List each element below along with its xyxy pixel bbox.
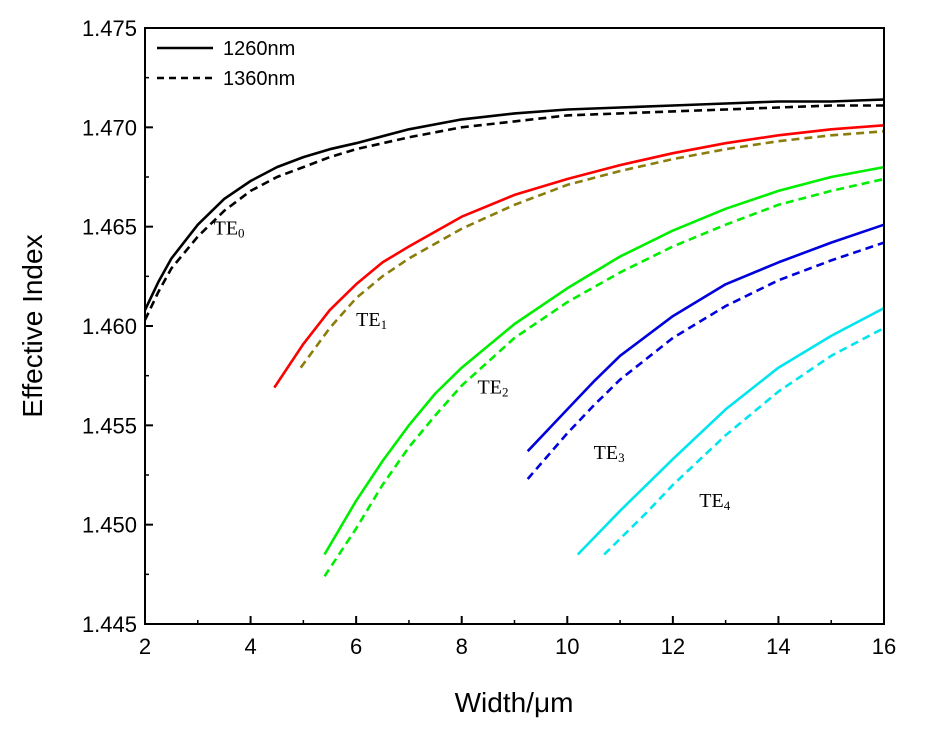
series-te1-1260nm [273,124,885,389]
x-tick-label: 2 [139,634,151,659]
legend-label-1360: 1360nm [223,68,295,90]
legend: 1260nm 1360nm [157,38,295,90]
x-tick-label: 8 [456,634,468,659]
x-tick-label: 12 [661,634,685,659]
y-axis-title: Effective Index [17,234,48,417]
series-layer [143,98,885,578]
series-te4-1360nm [603,326,885,556]
y-tick-label: 1.445 [82,612,137,637]
series-te2-1360nm [323,177,885,578]
x-tick-label: 16 [872,634,896,659]
y-tick-label: 1.455 [82,413,137,438]
plot-frame [144,27,885,625]
mode-label-te0: TE0 [214,218,245,241]
mode-label-te4: TE4 [699,490,730,513]
series-te3-1360nm [526,241,885,480]
legend-label-1260: 1260nm [223,38,295,60]
mode-label-te2: TE2 [478,377,509,400]
series-te2-1260nm [323,165,885,556]
x-tick-label: 4 [244,634,256,659]
mode-label-te3: TE3 [594,442,625,465]
x-tick-label: 6 [350,634,362,659]
y-tick-label: 1.450 [82,513,137,538]
series-te1-1360nm [299,130,885,369]
x-axis-title: Width/μm [455,687,574,718]
series-te0-1260nm [143,98,885,311]
y-tick-label: 1.460 [82,314,137,339]
mode-labels: TE0 TE1 TE2 TE3 TE4 [214,218,731,513]
x-tick-label: 14 [766,634,790,659]
series-te3-1260nm [526,223,885,453]
x-tick-label: 10 [555,634,579,659]
mode-label-te1: TE1 [356,309,387,332]
y-tick-label: 1.475 [82,16,137,41]
ticks-layer: 2 4 6 8 10 12 14 16 1.445 1.450 1.455 1.460 1.465 1.4… [82,16,896,659]
series-te4-1260nm [576,306,885,556]
y-tick-label: 1.465 [82,215,137,240]
series-te0-1360nm [143,104,884,321]
y-tick-label: 1.470 [82,115,137,140]
